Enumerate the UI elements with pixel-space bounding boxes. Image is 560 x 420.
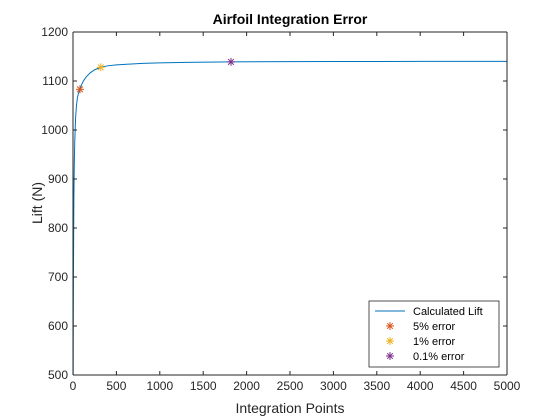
y-tick-label: 500 — [48, 368, 68, 382]
x-tick-label: 4000 — [407, 379, 434, 393]
y-tick-label: 900 — [48, 172, 68, 186]
legend: Calculated Lift 5% error 1% error 0.1% erro… — [368, 300, 500, 368]
legend-marker-swatch — [386, 322, 394, 330]
y-tick-label: 1000 — [41, 123, 68, 137]
data-point-marker — [226, 57, 235, 66]
y-tick-label: 1100 — [42, 74, 68, 88]
y-tick-label: 1200 — [41, 25, 68, 39]
x-tick-label: 2000 — [233, 379, 260, 393]
y-tick-label: 800 — [48, 221, 68, 235]
x-tick-label: 2500 — [277, 379, 304, 393]
x-ticks: 0 500 1000 1500 2000 2500 3000 3500 4000 4500 5000 — [70, 32, 521, 393]
x-tick-label: 3000 — [320, 379, 347, 393]
x-tick-label: 1500 — [190, 379, 217, 393]
x-tick-label: 3500 — [363, 379, 390, 393]
y-tick-label: 600 — [48, 319, 68, 333]
legend-entry-label: Calculated Lift — [413, 306, 483, 318]
legend-entry-label: 1% error — [413, 336, 456, 348]
chart-title: Airfoil Integration Error — [213, 11, 368, 27]
x-tick-label: 5000 — [494, 379, 521, 393]
data-point-marker — [75, 85, 84, 94]
x-tick-label: 500 — [106, 379, 126, 393]
y-axis-label: Lift (N) — [29, 182, 45, 224]
x-tick-label: 0 — [70, 379, 77, 393]
x-axis-label: Integration Points — [236, 400, 345, 416]
legend-marker-swatch — [386, 337, 394, 345]
legend-entry-label: 0.1% error — [413, 351, 465, 363]
y-tick-label: 700 — [48, 270, 68, 284]
x-tick-label: 1000 — [146, 379, 173, 393]
data-point-marker — [96, 63, 105, 72]
y-ticks: 500 600 700 800 900 1000 1100 1200 — [41, 25, 507, 382]
x-tick-label: 4500 — [450, 379, 477, 393]
legend-entry-label: 5% error — [413, 321, 456, 333]
legend-marker-swatch — [386, 352, 394, 360]
